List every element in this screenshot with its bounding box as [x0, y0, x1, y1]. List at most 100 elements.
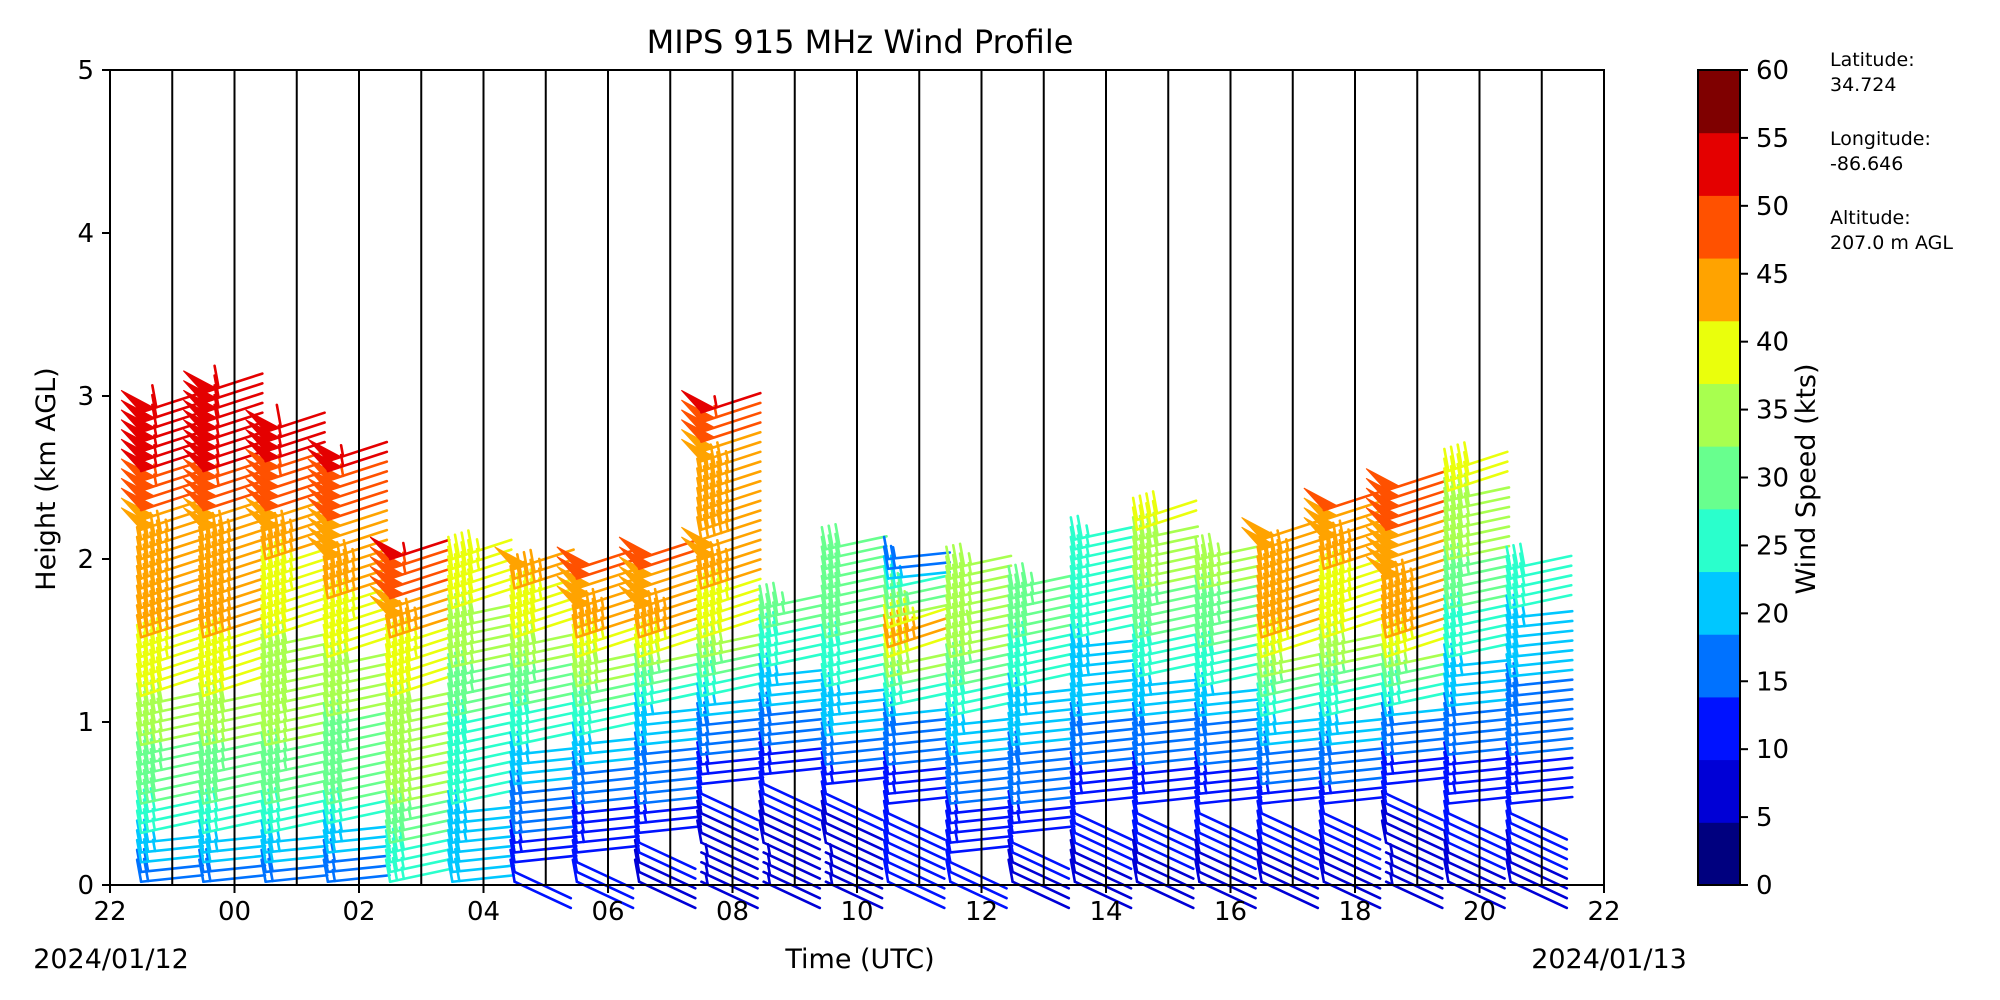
wind-barb	[1007, 819, 1071, 871]
barb-feather	[1256, 604, 1263, 629]
wind-barb	[1318, 829, 1382, 880]
barb-feather	[696, 819, 703, 844]
barb-feather	[1505, 672, 1512, 698]
barb-shaft	[700, 811, 759, 841]
barb-feather	[1069, 633, 1077, 659]
wind-barb	[307, 458, 389, 483]
barb-feather	[696, 780, 703, 805]
barb-feather	[1131, 829, 1139, 854]
barb-feather	[1194, 613, 1201, 639]
barb-half-feather	[587, 731, 593, 745]
barb-feather	[1380, 633, 1388, 659]
wind-barb	[1131, 858, 1195, 910]
barb-feather	[1194, 594, 1201, 619]
barb-feather	[135, 623, 143, 649]
barb-feather	[447, 692, 454, 717]
barb-shaft	[1384, 607, 1447, 629]
barb-feather	[1007, 604, 1014, 629]
barb-feather	[633, 829, 641, 854]
end-date-label: 2024/01/13	[1531, 944, 1687, 975]
barb-shaft	[762, 831, 822, 861]
barb-feather	[882, 643, 890, 668]
barb-feather	[1131, 623, 1139, 649]
barb-feather	[1505, 838, 1512, 864]
wind-barb	[1194, 819, 1257, 871]
barb-feather	[945, 760, 952, 786]
barb-feather	[1131, 692, 1139, 717]
barb-shaft	[1384, 811, 1444, 841]
wind-barb	[1131, 819, 1195, 871]
barb-feather	[384, 819, 392, 844]
barb-feather	[571, 809, 579, 835]
barb-feather	[1318, 555, 1326, 580]
barb-feather	[509, 721, 516, 747]
barb-feather	[509, 662, 516, 688]
barb-half-feather	[1272, 711, 1277, 726]
barb-feather	[1318, 692, 1326, 717]
barb-shaft	[886, 636, 949, 659]
barb-feather	[198, 653, 205, 678]
barb-feather	[1138, 494, 1146, 520]
y-tick-label: 2	[77, 545, 94, 575]
barb-feather	[135, 643, 143, 668]
barb-feather	[882, 535, 890, 561]
wind-barb	[1194, 809, 1257, 861]
barb-shaft	[1384, 841, 1444, 871]
barb-feather	[447, 731, 454, 756]
barb-feather	[633, 731, 641, 756]
barb-feather	[135, 789, 143, 815]
barb-feather	[1131, 770, 1139, 796]
barb-feather	[1069, 604, 1077, 629]
barb-shaft	[1509, 880, 1569, 910]
barb-feather	[1256, 672, 1263, 698]
barb-feather	[135, 662, 143, 688]
colorbar-segment	[1698, 320, 1740, 384]
barb-feather	[384, 848, 392, 874]
wind-barb	[1443, 789, 1506, 841]
wind-barb	[1256, 809, 1320, 861]
wind-barb	[1256, 858, 1320, 910]
barb-feather	[820, 613, 828, 639]
barb-shaft	[1384, 831, 1444, 861]
barb-shaft	[1322, 851, 1382, 880]
barb-feather	[1194, 633, 1201, 659]
barb-feather	[820, 770, 828, 796]
barb-feather	[1152, 521, 1159, 547]
barb-feather	[447, 672, 454, 698]
barb-shaft	[1011, 841, 1071, 871]
barb-feather	[198, 555, 205, 580]
barb-feather	[343, 648, 350, 674]
barb-shaft	[700, 821, 759, 851]
wind-barb	[681, 389, 762, 414]
wind-barb	[1318, 607, 1385, 639]
wind-barb	[758, 819, 822, 871]
barb-feather	[1194, 829, 1201, 854]
barb-feather	[633, 789, 641, 815]
barb-shaft	[388, 636, 451, 659]
wind-barb	[1256, 829, 1320, 880]
barb-feather	[1007, 643, 1014, 668]
barb-feather	[1318, 750, 1326, 776]
barb-feather	[820, 701, 828, 727]
barb-half-feather	[774, 662, 779, 677]
barb-feather	[1069, 731, 1077, 756]
barb-feather	[1069, 809, 1077, 835]
barb-feather	[902, 597, 910, 623]
barb-feather	[1380, 750, 1388, 776]
barb-feather	[882, 545, 890, 571]
barb-feather	[211, 689, 219, 714]
barb-shaft	[388, 646, 451, 668]
barb-feather	[765, 583, 772, 608]
barb-shaft	[451, 577, 513, 600]
barb-feather	[135, 780, 143, 805]
barb-shaft	[1198, 851, 1257, 880]
barb-feather	[447, 829, 454, 854]
barb-feather	[260, 731, 267, 756]
wind-barb	[571, 858, 635, 910]
barb-shaft	[1260, 587, 1322, 610]
barb-feather	[198, 809, 205, 835]
barb-feather	[198, 623, 205, 649]
barb-feather	[633, 819, 641, 844]
barb-feather	[1069, 525, 1077, 551]
barb-feather	[135, 721, 143, 747]
